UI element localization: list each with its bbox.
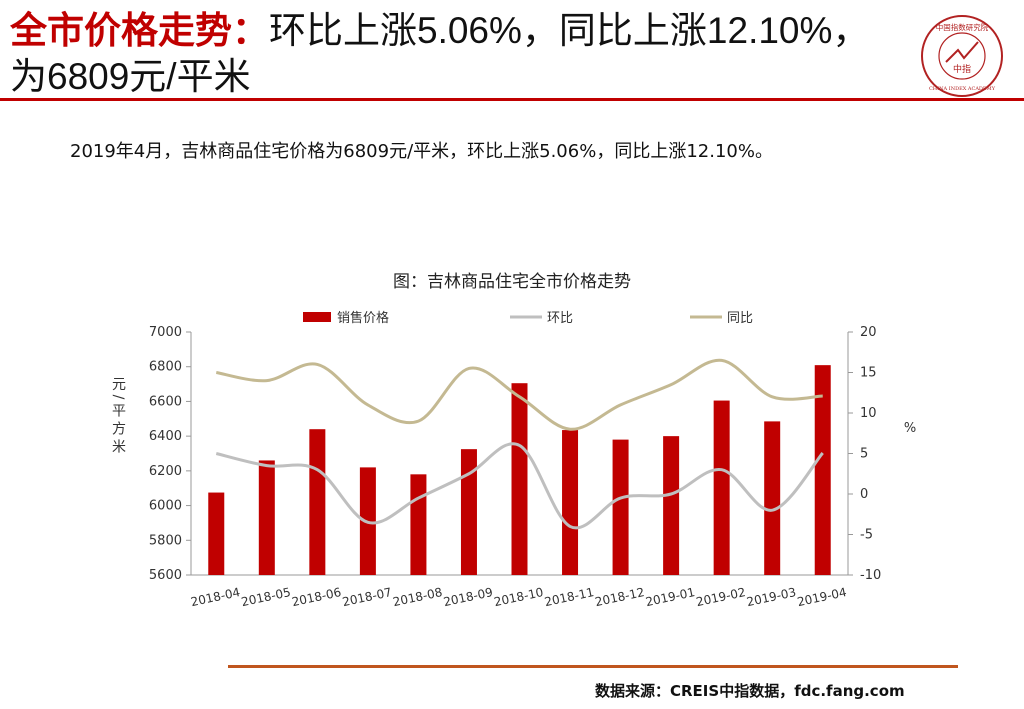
right-axis-tick-label: 10	[860, 406, 877, 421]
china-index-academy-logo-icon: 中国指数研究院 中指 CHINA INDEX ACADEMY	[921, 15, 1003, 97]
left-axis-label: 元/平方米	[110, 377, 126, 458]
line-mom	[215, 442, 824, 530]
x-axis-tick-label: 2018-06	[291, 585, 343, 609]
legend-label-mom: 环比	[547, 311, 573, 326]
chart-title: 图：吉林商品住宅全市价格走势	[393, 272, 631, 292]
right-axis-tick-label: -5	[860, 528, 873, 543]
right-axis-tick-label: 0	[860, 487, 868, 502]
bar-2019-01	[663, 436, 680, 575]
footer-divider	[228, 665, 958, 668]
x-axis-tick-label: 2018-11	[543, 585, 595, 609]
x-axis-tick-label: 2019-02	[695, 585, 747, 609]
title-divider	[0, 98, 1024, 101]
bar-2018-10	[511, 383, 528, 575]
page-title: 全市价格走势：环比上涨5.06%，同比上涨12.10%，为6809元/平米	[10, 8, 890, 100]
left-axis-tick-label: 5600	[149, 568, 182, 583]
x-axis-tick-label: 2018-10	[493, 585, 545, 609]
right-axis-label: %	[904, 421, 916, 436]
summary-text: 2019年4月，吉林商品住宅价格为6809元/平米，环比上涨5.06%，同比上涨…	[70, 141, 773, 162]
left-axis-tick-label: 6200	[149, 464, 182, 479]
right-axis-tick-label: 20	[860, 325, 877, 340]
left-axis-tick-label: 6400	[149, 429, 182, 444]
right-axis-tick-label: 5	[860, 447, 868, 462]
x-axis-tick-label: 2018-12	[594, 585, 646, 609]
bar-2018-05	[258, 460, 275, 575]
logo-top-text: 中国指数研究院	[936, 22, 989, 32]
bar-2018-11	[562, 430, 579, 575]
x-axis-tick-label: 2019-04	[796, 585, 848, 609]
bar-2018-08	[410, 474, 427, 575]
bar-2019-02	[713, 400, 730, 575]
legend-label-yoy: 同比	[727, 311, 753, 326]
legend-label-price: 销售价格	[337, 310, 389, 326]
bar-2018-06	[309, 429, 326, 575]
right-axis-tick-label: -10	[860, 568, 881, 583]
x-axis-tick-label: 2018-08	[392, 585, 444, 609]
x-axis-tick-label: 2018-07	[341, 585, 393, 609]
bar-2018-04	[208, 492, 225, 575]
x-axis-tick-label: 2018-09	[442, 585, 494, 609]
x-axis-tick-label: 2019-01	[644, 585, 696, 609]
bar-2019-04	[814, 365, 831, 575]
bar-2019-03	[764, 421, 781, 575]
page-title-highlight: 全市价格走势：	[10, 9, 269, 52]
left-axis-tick-label: 6000	[149, 499, 182, 514]
data-source: 数据来源：CREIS中指数据，fdc.fang.com	[595, 682, 905, 700]
left-axis-tick-label: 6800	[149, 360, 182, 375]
right-axis-tick-label: 15	[860, 366, 877, 381]
left-axis-tick-label: 6600	[149, 394, 182, 409]
x-axis-tick-label: 2019-03	[745, 585, 797, 609]
left-axis-tick-label: 7000	[149, 325, 182, 340]
logo-bottom-text: CHINA INDEX ACADEMY	[929, 86, 996, 92]
x-axis-tick-label: 2018-05	[240, 585, 292, 609]
page-title-rest: 环比上涨5.06%，同比上涨12.10%，为6809元/平米	[10, 10, 870, 97]
bar-2018-12	[612, 439, 629, 575]
logo-center-text: 中指	[953, 63, 971, 75]
legend-swatch-price	[303, 312, 331, 322]
bar-2018-09	[460, 449, 477, 575]
left-axis-tick-label: 5800	[149, 533, 182, 548]
x-axis-tick-label: 2018-04	[189, 585, 241, 609]
